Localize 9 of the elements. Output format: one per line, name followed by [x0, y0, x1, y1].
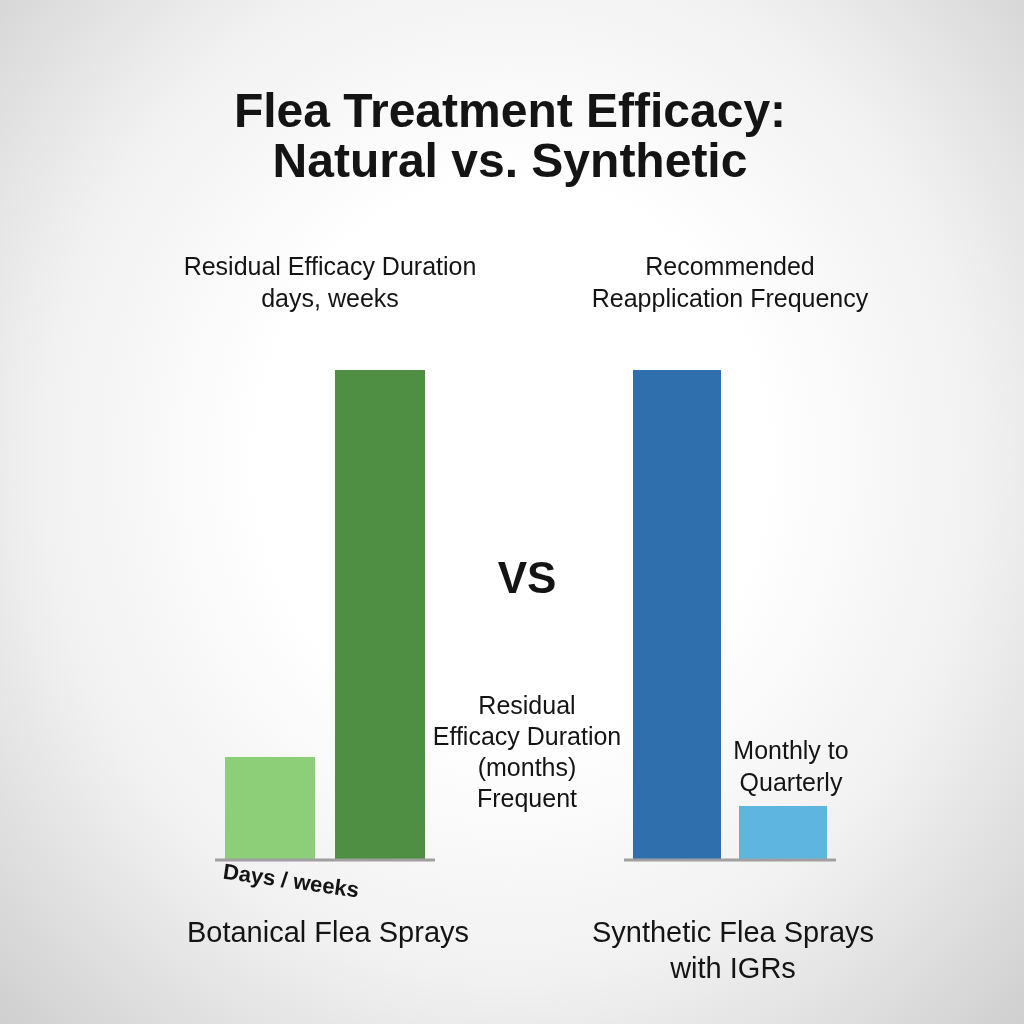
annotation: Monthly to Quarterly	[732, 735, 850, 798]
chart-title: Recommended Reapplication Frequency	[590, 251, 870, 314]
x-tick-label: Days / weeks	[221, 858, 361, 903]
text: Flea Treatment Efficacy: Natural vs. Synthetic	[232, 84, 788, 187]
x-axis-title: Botanical Flea Sprays	[185, 915, 471, 950]
x-axis-title: Synthetic Flea Sprays with IGRs	[590, 915, 876, 986]
text: VS	[496, 552, 558, 604]
chart-title: Residual Efficacy Duration days, weeks	[182, 251, 478, 314]
annotation: Residual Efficacy Duration (months) Frequent	[431, 690, 623, 814]
